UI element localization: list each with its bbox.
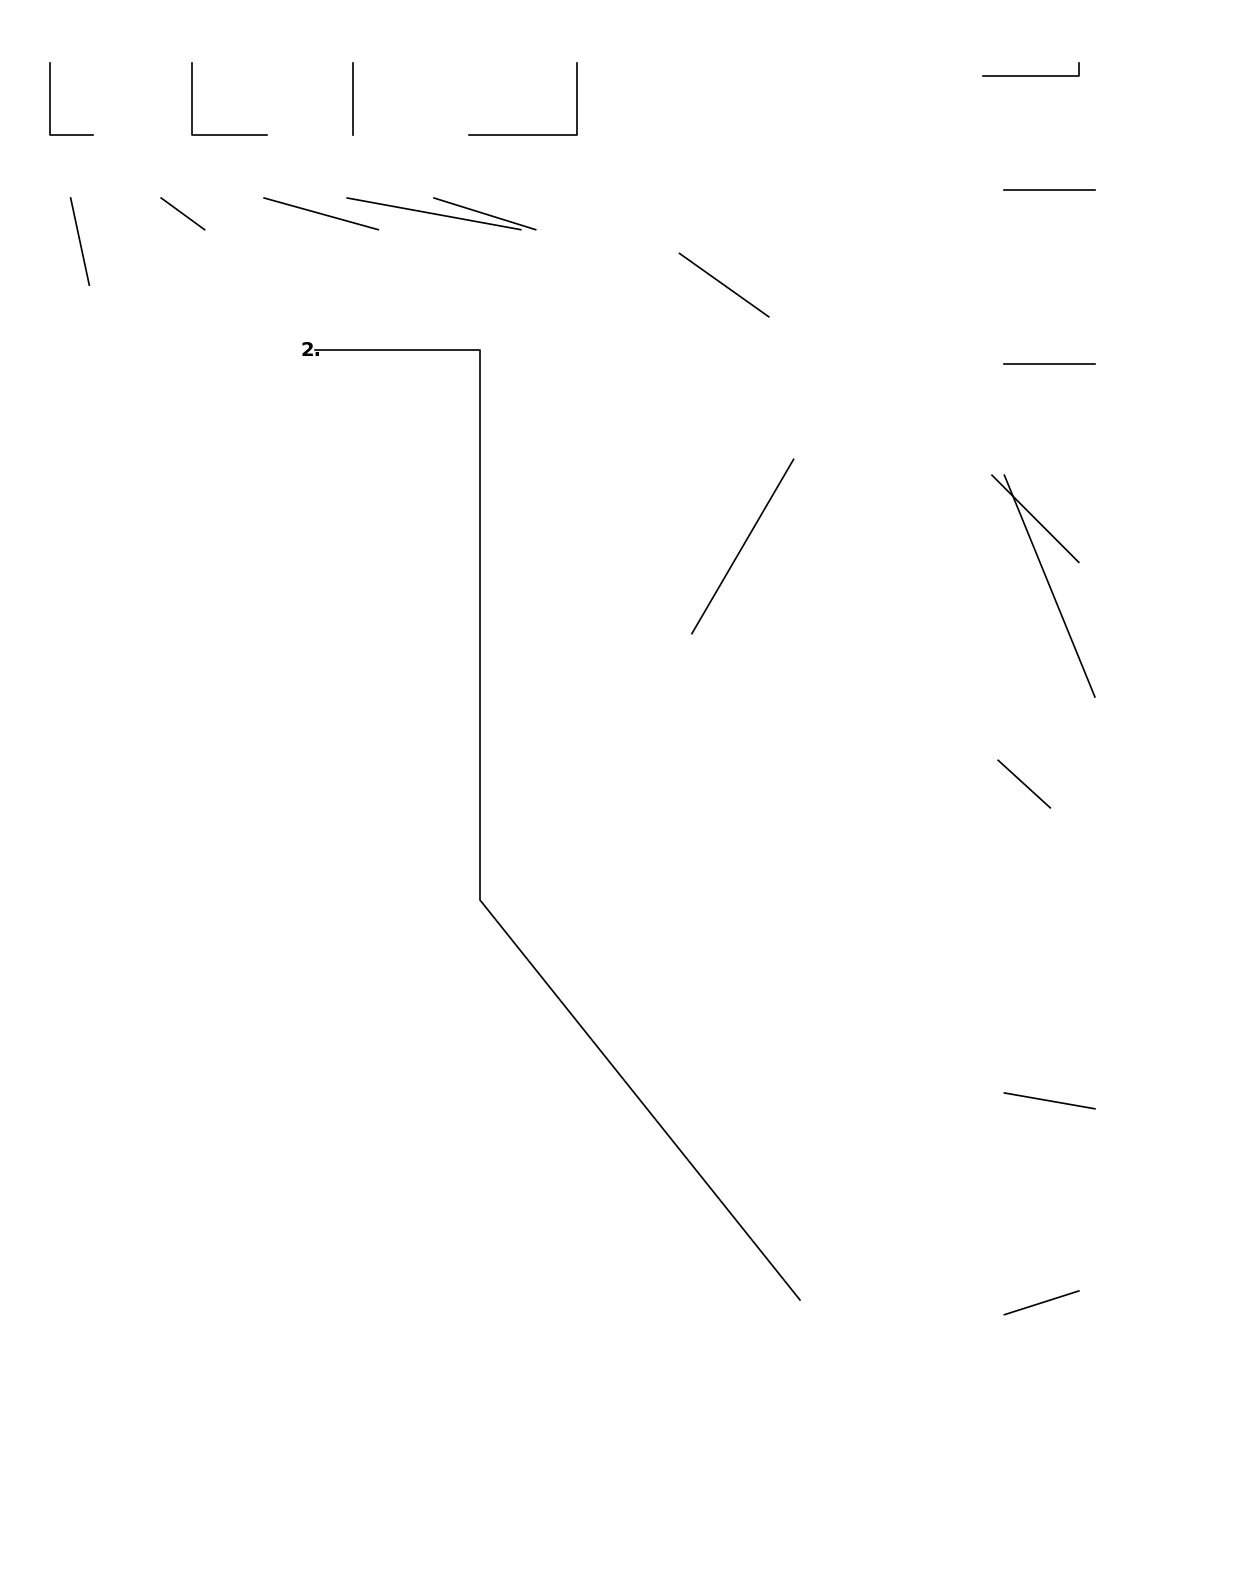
Text: 2.: 2.: [300, 341, 321, 360]
